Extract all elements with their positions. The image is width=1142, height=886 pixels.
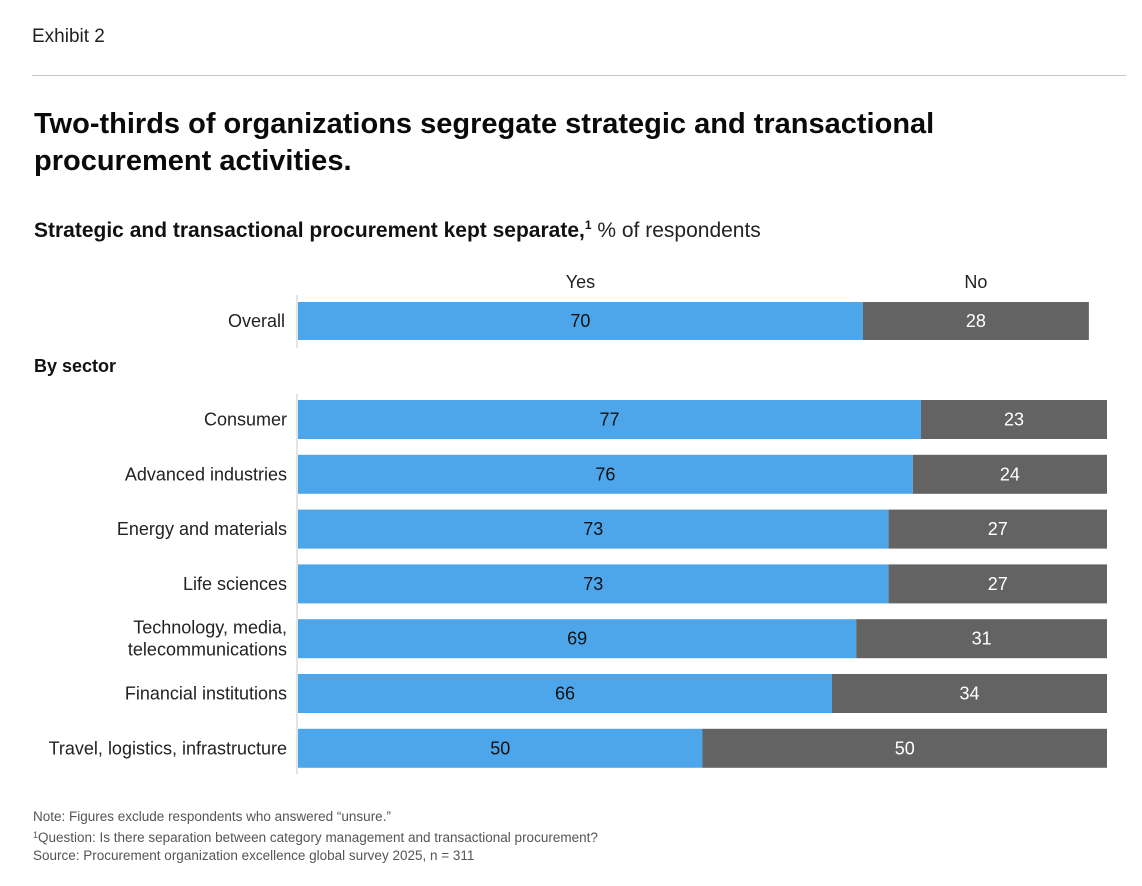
value-label-yes: 69 [567,629,587,649]
value-label-no: 27 [988,519,1008,539]
category-label: Consumer [204,410,287,430]
category-label: Life sciences [183,574,287,594]
overall-value-no: 28 [966,311,986,331]
bar-yes [298,619,857,659]
subtitle-bold: Strategic and transactional procurement … [34,219,585,242]
section-label-by-sector: By sector [34,356,117,376]
footnote-question-marker: 1 [33,830,39,840]
value-label-no: 27 [988,574,1008,594]
chart-subtitle: Strategic and transactional procurement … [34,218,761,243]
value-label-yes: 73 [583,519,603,539]
overall-bar-yes [298,302,863,340]
overall-bar-no [862,302,1089,340]
bar-yes [298,728,703,768]
footnote-question-text: Question: Is there separation between ca… [38,830,598,845]
category-label: Financial institutions [125,684,287,704]
stacked-bar-chart: Yes No 70 28 Overall 77 23 Consumer 76 24 Advanced… [49,272,1107,774]
bar-no [831,674,1107,713]
category-label-line: Financial institutions [125,684,287,704]
category-label: Advanced industries [125,464,287,484]
value-label-no: 23 [1004,410,1024,430]
bar-no [702,728,1107,768]
bar-no [888,564,1107,604]
value-label-yes: 73 [583,574,603,594]
category-label-line: Consumer [204,410,287,430]
footnotes: Note: Figures exclude respondents who an… [33,808,598,865]
value-label-no: 24 [1000,464,1020,484]
bar-no [888,509,1107,549]
bar-no [912,454,1107,494]
footnote-source: Source: Procurement organization excelle… [33,848,475,863]
category-label: Travel, logistics, infrastructure [49,738,287,758]
category-label-line: telecommunications [128,640,287,660]
value-label-no: 34 [959,684,979,704]
value-label-yes: 50 [490,738,510,758]
category-label-line: Energy and materials [117,519,287,539]
bar-no [920,400,1107,439]
category-label: Energy and materials [117,519,287,539]
chart-title: Two-thirds of organizations segregate st… [34,108,935,177]
legend-no: No [964,272,987,292]
bar-no [856,619,1107,659]
value-label-no: 50 [895,738,915,758]
footnote-question: 1Question: Is there separation between c… [33,826,598,847]
bar-yes [298,509,889,549]
legend-yes: Yes [566,272,595,292]
header-divider [32,75,1126,76]
bar-yes [298,674,832,713]
bar-yes [298,564,889,604]
overall-label: Overall [228,311,285,331]
bar-yes [298,454,913,494]
value-label-yes: 76 [595,464,615,484]
footnote-note: Note: Figures exclude respondents who an… [33,809,391,824]
subtitle-unit: % of respondents [597,219,761,242]
value-label-yes: 66 [555,684,575,704]
category-label: Technology, media, telecommunications [128,618,287,660]
category-label-line: Technology, media, [133,618,287,638]
value-label-yes: 77 [599,410,619,430]
overall-value-yes: 70 [570,311,590,331]
exhibit-label: Exhibit 2 [32,26,105,47]
bar-yes [298,400,921,439]
value-label-no: 31 [972,629,992,649]
category-label-line: Advanced industries [125,464,287,484]
category-label-line: Travel, logistics, infrastructure [49,738,287,758]
category-label-line: Life sciences [183,574,287,594]
subtitle-footnote-marker: 1 [584,218,592,232]
